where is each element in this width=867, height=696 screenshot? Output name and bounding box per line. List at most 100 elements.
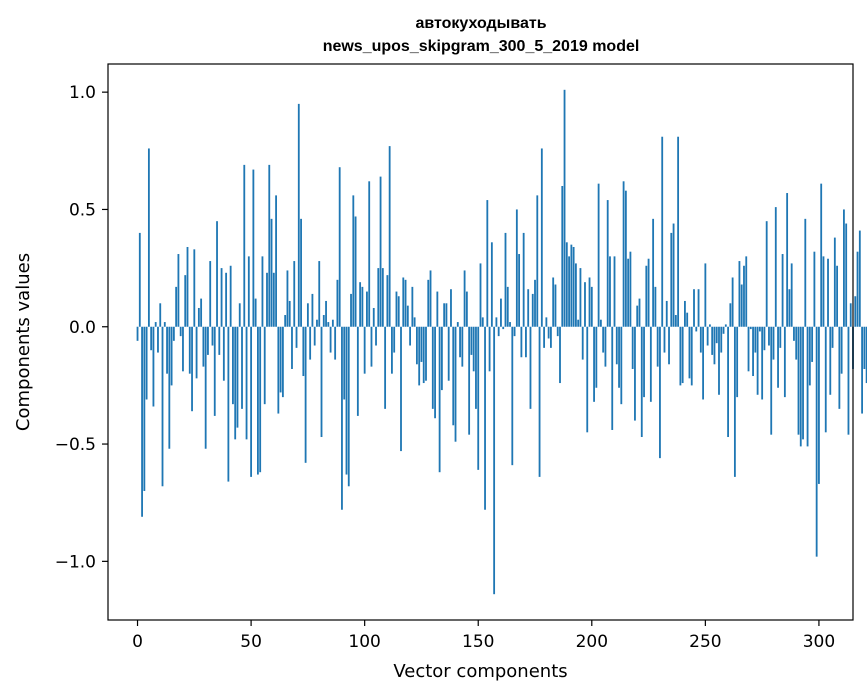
bar	[413, 317, 416, 327]
bar	[513, 326, 516, 337]
bar	[754, 326, 757, 353]
bar	[191, 326, 193, 412]
bar	[454, 326, 457, 442]
bar	[634, 326, 636, 421]
bar	[545, 317, 548, 327]
bar	[838, 326, 841, 409]
bar	[459, 326, 461, 358]
bar	[738, 261, 741, 327]
bar	[429, 270, 432, 327]
bar	[693, 289, 695, 327]
bar	[813, 251, 816, 327]
bar	[434, 326, 436, 419]
bar	[793, 326, 795, 341]
bar	[179, 326, 182, 337]
bar	[415, 326, 418, 365]
bar	[225, 272, 228, 327]
bar	[195, 326, 198, 379]
bar	[861, 326, 863, 414]
bar	[858, 230, 861, 327]
bar	[356, 326, 359, 416]
bar	[704, 263, 707, 327]
bar	[638, 298, 641, 327]
bar	[768, 326, 770, 346]
bar	[241, 326, 243, 409]
bar	[347, 326, 350, 487]
bar	[593, 326, 595, 402]
bar	[227, 326, 230, 482]
bar	[747, 326, 750, 372]
bar	[202, 326, 205, 367]
bar	[200, 298, 203, 327]
bar	[393, 326, 396, 353]
bar	[381, 268, 384, 327]
bar	[622, 181, 625, 327]
bar	[581, 326, 584, 360]
bar	[379, 176, 382, 327]
bar	[300, 218, 302, 327]
bar	[731, 277, 734, 327]
bar	[806, 326, 809, 447]
bar	[291, 326, 293, 369]
bar	[438, 326, 441, 473]
bar	[488, 326, 491, 372]
bar	[772, 326, 775, 360]
bar	[325, 300, 327, 327]
bar	[402, 277, 405, 327]
bar	[722, 326, 725, 334]
bar	[811, 326, 814, 362]
bar	[295, 326, 298, 348]
x-axis-label: Vector components	[393, 661, 567, 682]
bar	[863, 326, 866, 369]
bar	[234, 326, 237, 440]
bar	[668, 326, 670, 365]
bar	[554, 284, 557, 327]
bar	[709, 324, 711, 327]
bar	[486, 200, 489, 327]
bar	[677, 136, 680, 327]
bar	[359, 282, 362, 327]
bar	[447, 326, 450, 381]
bar	[331, 319, 334, 327]
bar	[372, 307, 375, 327]
bar	[150, 326, 153, 351]
bar	[765, 221, 768, 327]
bar	[275, 195, 277, 327]
bar	[847, 326, 850, 435]
bar	[159, 303, 162, 327]
bar	[681, 326, 684, 384]
bar	[699, 326, 702, 353]
bar	[665, 300, 668, 327]
bar	[840, 326, 843, 374]
bar	[397, 296, 400, 327]
bar	[406, 305, 409, 327]
bar	[749, 326, 752, 330]
bar	[854, 296, 857, 327]
bar	[615, 326, 618, 365]
bar	[470, 326, 473, 355]
bar	[361, 286, 364, 327]
bar	[197, 307, 200, 327]
bar	[309, 326, 312, 360]
y-tick-label: 1.0	[69, 83, 96, 103]
bar	[461, 326, 464, 367]
bar	[674, 315, 677, 327]
bar	[343, 326, 346, 400]
bar	[440, 326, 443, 391]
x-tick-label: 0	[132, 632, 143, 652]
bar	[193, 249, 196, 327]
bar	[270, 218, 273, 327]
bar	[257, 326, 259, 475]
bar	[352, 195, 355, 327]
bar	[720, 326, 723, 353]
bar	[818, 326, 820, 484]
bar	[804, 218, 807, 327]
bar	[500, 298, 502, 327]
bar	[556, 326, 559, 337]
bar	[147, 148, 150, 327]
bar	[572, 246, 575, 327]
bar	[395, 291, 398, 327]
bar	[318, 261, 321, 327]
bar	[472, 326, 475, 372]
